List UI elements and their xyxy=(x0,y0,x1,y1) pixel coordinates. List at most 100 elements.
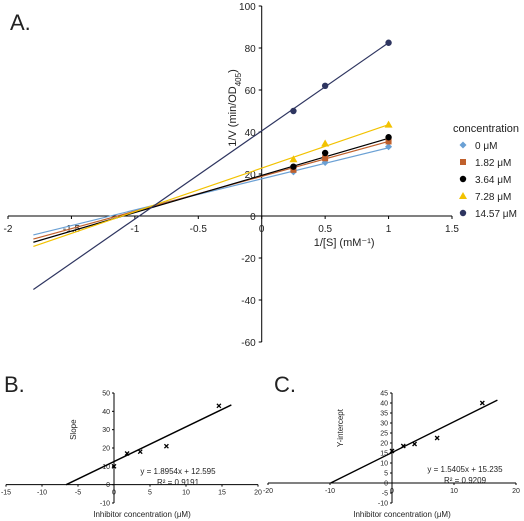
panel-c-y-axis-title: Y-intercept xyxy=(336,408,345,447)
panel-b-x-tick-label: 20 xyxy=(254,490,262,497)
panel-c-data-point xyxy=(400,443,406,449)
panel-b-y-tick-label: 20 xyxy=(102,446,110,453)
panel-a-fit-line xyxy=(33,137,389,243)
panel-b-y-tick-label: 40 xyxy=(102,409,110,416)
panel-c-y-tick-label: 25 xyxy=(380,431,388,438)
panel-a-data-point xyxy=(321,82,329,90)
panel-a-y-tick-label: -40 xyxy=(241,296,256,307)
panel-c-x-tick-label: -20 xyxy=(263,488,273,495)
panel-a-data-point xyxy=(289,155,298,163)
panel-b-x-tick-label: -15 xyxy=(1,490,11,497)
panel-c-y-tick-label: 15 xyxy=(380,451,388,458)
panel-c-y-tick-label: 30 xyxy=(380,421,388,428)
panel-b-data-point xyxy=(111,463,117,469)
panel-a-y-tick-label: -60 xyxy=(241,338,256,349)
panel-a-data-point xyxy=(321,149,329,157)
panel-c-data-point xyxy=(434,435,440,441)
panel-a-label: A. xyxy=(10,10,31,35)
panel-c-y-tick-label: 35 xyxy=(380,411,388,418)
panel-b-y-tick-label: -10 xyxy=(100,501,110,508)
panel-b-y-tick-label: 50 xyxy=(102,391,110,398)
panel-c-y-tick-label: 5 xyxy=(384,471,388,478)
panel-a-data-point xyxy=(290,163,297,170)
panel-a-x-tick-label: -1.5 xyxy=(63,224,81,235)
legend-marker xyxy=(459,192,467,199)
panel-c-x-tick-label: 20 xyxy=(512,488,520,495)
panel-a-data-point xyxy=(385,138,392,145)
legend-marker xyxy=(459,175,467,183)
panel-a-y-tick-label: 40 xyxy=(245,128,257,139)
panel-b-x-tick-label: 10 xyxy=(182,490,190,497)
panel-b-y-tick-label: 0 xyxy=(106,482,110,489)
panel-b-data-point xyxy=(124,451,130,456)
legend-entry-label: 14.57 μM xyxy=(475,209,517,220)
panel-a-x-tick-label: 0.5 xyxy=(318,224,332,235)
panel-a-data-point xyxy=(322,155,329,162)
panel-a-x-tick-label: -0.5 xyxy=(190,224,208,235)
panel-b-data-point xyxy=(137,449,143,455)
panel-b-y-axis-title: Slope xyxy=(69,419,78,440)
panel-c-y-tick-label: -5 xyxy=(382,491,388,498)
legend-entry-label: 7.28 μM xyxy=(475,192,511,203)
panel-c-y-tick-label: 20 xyxy=(380,441,388,448)
panel-a-fit-line xyxy=(33,42,389,290)
panel-b-data-point xyxy=(163,443,169,449)
panel-b-x-axis-title: Inhibitor concentration (μM) xyxy=(93,510,191,519)
panel-a-fit-line xyxy=(33,147,389,236)
legend-title: concentration xyxy=(453,123,519,135)
panel-a-data-point xyxy=(385,143,393,151)
panel-a-fit-line xyxy=(33,124,389,248)
panel-a-y-tick-label: 60 xyxy=(245,86,257,97)
panel-c-y-tick-label: 40 xyxy=(380,401,388,408)
panel-b-data-point xyxy=(216,403,222,409)
panel-c-r-squared: R² = 0.9209 xyxy=(444,476,487,485)
panel-c-y-tick-label: 10 xyxy=(380,461,388,468)
panel-c-data-point xyxy=(479,400,485,406)
panel-b-fit-line xyxy=(65,404,232,486)
legend-entry-label: 3.64 μM xyxy=(475,175,511,186)
panel-a-x-tick-label: -2 xyxy=(4,224,13,235)
legend-marker xyxy=(459,141,467,149)
panel-b-equation: y = 1.8954x + 12.595 xyxy=(140,467,216,476)
panel-a-x-tick-label: 0 xyxy=(259,224,265,235)
panel-b-r-squared: R² = 0.9191 xyxy=(157,478,200,487)
panel-c-y-tick-label: -10 xyxy=(378,501,388,508)
legend-entry-label: 1.82 μM xyxy=(475,158,511,169)
panel-b-x-tick-label: 5 xyxy=(148,490,152,497)
panel-c-x-tick-label: 10 xyxy=(450,488,458,495)
panel-a-y-tick-label: 0 xyxy=(250,212,256,223)
legend-marker xyxy=(460,159,466,165)
panel-a-x-tick-label: 1.5 xyxy=(445,224,459,235)
panel-c-data-point xyxy=(389,448,395,454)
panel-c-x-tick-label: 0 xyxy=(390,488,394,495)
panel-c-equation: y = 1.5405x + 15.235 xyxy=(427,465,503,474)
panel-a-data-point xyxy=(385,39,392,46)
panel-b-x-tick-label: -5 xyxy=(75,490,81,497)
panel-a-x-tick-label: -1 xyxy=(130,224,139,235)
panel-c-data-point xyxy=(412,441,418,447)
panel-a-data-point xyxy=(290,107,297,115)
panel-a-data-point xyxy=(384,120,393,128)
panel-a-y-axis-title: 1/V (min/OD405) xyxy=(227,69,243,147)
panel-c-fit-line xyxy=(330,399,498,484)
panel-c-label: C. xyxy=(274,372,296,397)
panel-a-y-tick-label: -20 xyxy=(241,254,256,265)
legend-marker xyxy=(459,209,467,217)
panel-a-data-point xyxy=(321,139,330,147)
panel-a-y-tick-label: 100 xyxy=(239,2,256,13)
panel-a-data-point xyxy=(385,134,392,141)
panel-b-x-tick-label: 15 xyxy=(218,490,226,497)
panel-c-y-tick-label: 0 xyxy=(384,481,388,488)
panel-b-x-tick-label: 0 xyxy=(112,490,116,497)
panel-a-x-axis-title: 1/[S] (mM⁻¹) xyxy=(314,237,375,249)
panel-a-x-tick-label: 1 xyxy=(386,224,392,235)
panel-a-y-tick-label: 20 xyxy=(245,170,257,181)
panel-c-x-tick-label: -10 xyxy=(325,488,335,495)
panel-c-x-axis-title: Inhibitor concentration (μM) xyxy=(353,510,451,519)
panel-c-y-tick-label: 45 xyxy=(380,391,388,398)
legend-entry-label: 0 μM xyxy=(475,141,497,152)
panel-b-label: B. xyxy=(4,372,25,397)
panel-b-y-tick-label: 30 xyxy=(102,427,110,434)
panel-a-y-tick-label: 80 xyxy=(245,44,257,55)
